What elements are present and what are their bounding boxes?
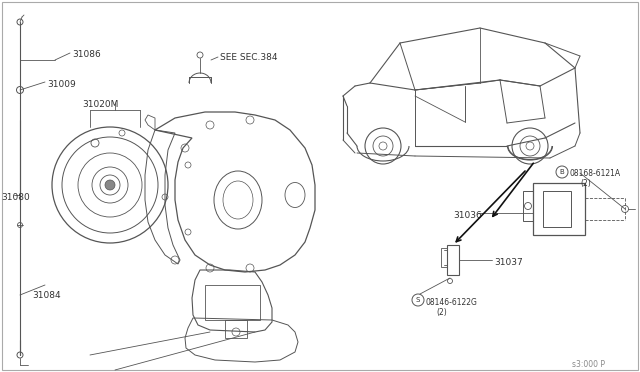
Text: SEE SEC.384: SEE SEC.384 <box>220 53 278 62</box>
Text: 31036: 31036 <box>453 211 482 220</box>
Bar <box>543 191 571 227</box>
Text: (2): (2) <box>436 308 447 317</box>
Text: 31037: 31037 <box>494 258 523 267</box>
Text: 08168-6121A: 08168-6121A <box>570 169 621 178</box>
Bar <box>441 248 447 267</box>
Bar <box>225 320 247 338</box>
Text: 08146-6122G: 08146-6122G <box>426 298 478 307</box>
Bar <box>533 183 585 235</box>
Circle shape <box>105 180 115 190</box>
Text: 31020M: 31020M <box>82 100 118 109</box>
Text: 31080: 31080 <box>1 193 29 202</box>
Text: (2): (2) <box>580 179 591 188</box>
Bar <box>447 245 459 275</box>
Text: 31084: 31084 <box>32 291 61 300</box>
Text: s3:000 P: s3:000 P <box>572 360 605 369</box>
Bar <box>523 191 533 221</box>
Text: 31086: 31086 <box>72 50 100 59</box>
Text: 31009: 31009 <box>47 80 76 89</box>
Text: S: S <box>416 297 420 303</box>
Text: B: B <box>559 169 564 175</box>
